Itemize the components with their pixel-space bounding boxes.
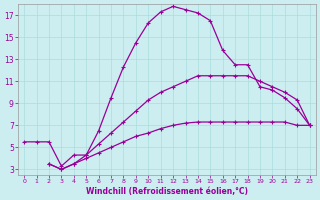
X-axis label: Windchill (Refroidissement éolien,°C): Windchill (Refroidissement éolien,°C) [86, 187, 248, 196]
